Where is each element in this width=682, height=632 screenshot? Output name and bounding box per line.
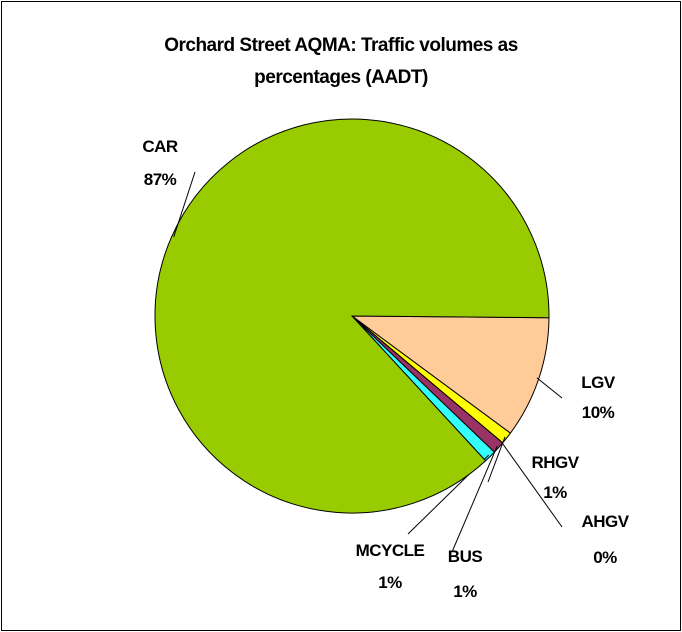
data-label: AHGV 0%: [581, 512, 629, 567]
value-label: 0%: [593, 548, 617, 567]
category-label: RHGV: [531, 453, 579, 472]
leader-line: [173, 171, 196, 238]
leader-line: [536, 377, 563, 399]
value-label: 1%: [453, 582, 477, 601]
category-label: BUS: [448, 547, 483, 566]
data-label: RHGV 1%: [531, 453, 579, 502]
value-label: 10%: [582, 403, 615, 422]
data-label: BUS 1%: [448, 547, 483, 601]
category-label: LGV: [581, 373, 616, 392]
pie-slice: [154, 118, 550, 514]
category-label: AHGV: [581, 512, 629, 531]
chart-title: Orchard Street AQMA: Traffic volumes as …: [164, 35, 518, 88]
data-label: MCYCLE 1%: [356, 541, 425, 592]
category-label: MCYCLE: [356, 541, 425, 560]
value-label: 1%: [543, 483, 567, 502]
pie-slice: [350, 315, 550, 434]
leader-line: [487, 436, 506, 483]
value-label: 87%: [144, 170, 177, 189]
leader-line: [500, 441, 563, 528]
data-label: CAR 87%: [142, 137, 178, 189]
category-label: CAR: [142, 137, 178, 156]
data-label: LGV 10%: [581, 373, 616, 422]
leader-line: [451, 446, 498, 553]
value-label: 1%: [378, 573, 402, 592]
